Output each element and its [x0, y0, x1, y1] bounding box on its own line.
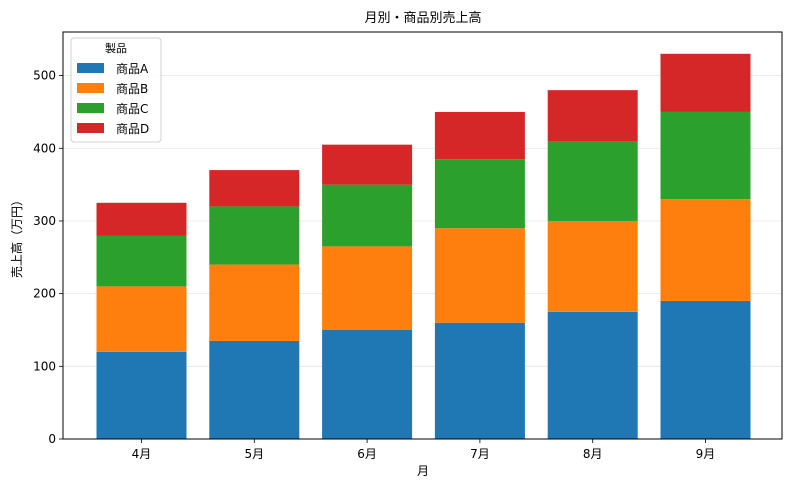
bar-segment	[660, 300, 751, 439]
bar-segment	[547, 220, 638, 312]
legend-label: 商品D	[116, 121, 149, 136]
bar-segment	[209, 340, 300, 439]
x-tick-label: 4月	[132, 447, 152, 461]
bar-segment	[547, 141, 638, 221]
legend-title: 製品	[105, 41, 127, 55]
bar-segment	[96, 235, 187, 287]
bar-segment	[434, 228, 525, 323]
x-axis-title: 月	[417, 464, 429, 478]
bar-segment	[434, 322, 525, 439]
legend-swatch	[77, 83, 104, 93]
legend-label: 商品C	[116, 101, 148, 116]
x-tick-label: 9月	[696, 447, 716, 461]
x-tick-label: 5月	[244, 447, 264, 461]
bar-segment	[547, 311, 638, 439]
x-tick-label: 6月	[357, 447, 377, 461]
y-tick-label: 500	[33, 69, 56, 83]
legend-label: 商品A	[116, 61, 149, 76]
bar-segment	[322, 144, 413, 185]
bar-segment	[209, 206, 300, 265]
x-tick-label: 8月	[583, 447, 603, 461]
bar-segment	[322, 246, 413, 330]
bar-segment	[96, 351, 187, 439]
y-axis: 0 100 200 300 400 500	[33, 69, 63, 446]
y-axis-title: 売上高（万円）	[9, 194, 24, 278]
y-tick-label: 0	[48, 432, 56, 446]
bar-segment	[660, 111, 751, 200]
bar-segment	[96, 286, 187, 352]
bar-segment	[209, 264, 300, 341]
y-tick-label: 200	[33, 287, 56, 301]
y-tick-label: 100	[33, 359, 56, 373]
bar-segment	[660, 53, 751, 112]
bar-segment	[322, 184, 413, 247]
x-axis: 4月 5月 6月 7月 8月 9月	[132, 439, 716, 461]
bars-group	[96, 53, 751, 439]
chart-title: 月別・商品別売上高	[364, 10, 481, 26]
bar-segment	[660, 199, 751, 301]
bar-segment	[96, 202, 187, 236]
x-tick-label: 7月	[470, 447, 490, 461]
legend-swatch	[77, 63, 104, 73]
bar-segment	[322, 329, 413, 439]
bar-segment	[434, 111, 525, 160]
y-tick-label: 300	[33, 214, 56, 228]
plot-frame	[62, 31, 783, 440]
bar-segment	[434, 159, 525, 229]
legend-swatch	[77, 103, 104, 113]
legend-swatch	[77, 123, 104, 133]
legend-label: 商品B	[116, 81, 148, 96]
y-tick-label: 400	[33, 141, 56, 155]
bar-segment	[209, 170, 300, 207]
bar-segment	[547, 90, 638, 142]
